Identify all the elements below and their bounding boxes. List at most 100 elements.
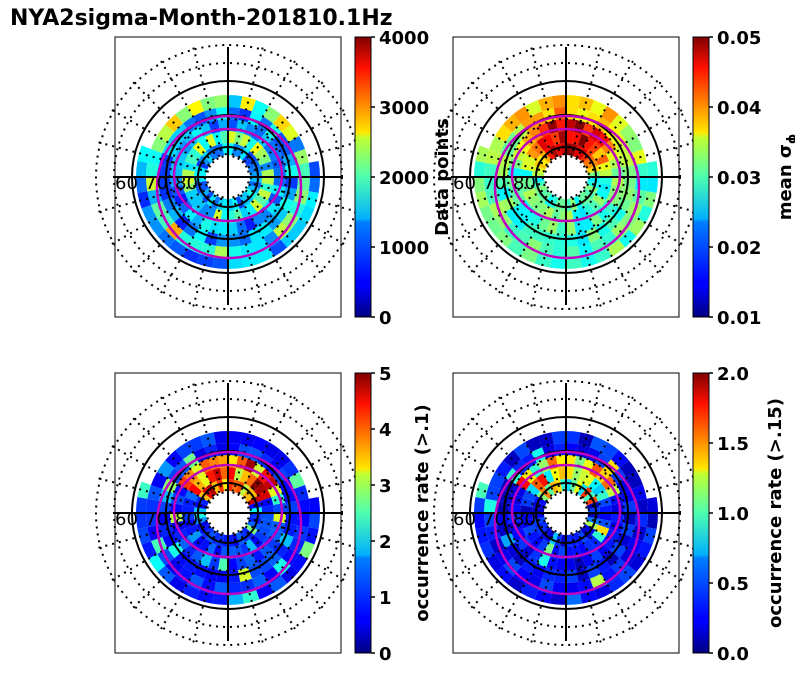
heatmap-cell <box>190 126 205 142</box>
heatmap-cell <box>599 169 612 177</box>
heatmap-cell <box>305 527 319 545</box>
dotted-lat-circle <box>113 62 343 292</box>
heatmap-cell <box>566 245 581 259</box>
heatmap-cell <box>299 541 315 559</box>
heatmap-cell <box>256 584 274 600</box>
latitude-label-80: 80 <box>175 509 198 530</box>
dotted-mlt-line <box>575 529 634 630</box>
heatmap-cell <box>585 520 598 530</box>
heatmap-cell <box>239 147 250 161</box>
heatmap-cell <box>187 573 205 591</box>
dotted-mlt-line <box>449 445 550 504</box>
heatmap-cell <box>199 216 213 232</box>
heatmap-cell <box>305 191 319 209</box>
heatmap-cell <box>245 203 258 217</box>
heatmap-cell <box>288 472 306 490</box>
dotted-lat-circle <box>113 398 343 628</box>
heatmap-cell <box>582 524 596 535</box>
heatmap-cell <box>254 530 268 543</box>
heatmap-cell <box>239 193 250 207</box>
heatmap-cell <box>522 490 537 502</box>
polar-panel-4: 60 70 80 0.0 0.5 1.0 1.5 2.0 occurrence rate (>.… <box>433 364 786 665</box>
dotted-mlt-line <box>498 396 557 497</box>
heatmap-cell <box>243 122 257 138</box>
dotted-mlt-line <box>470 81 553 164</box>
polar-panel-1: 60 70 80 0 1000 2000 3000 4000 Data points <box>95 28 453 329</box>
heatmap-cell <box>495 565 514 584</box>
colorbar-label-subscript: ϕ <box>785 134 795 144</box>
heatmap-cell <box>566 131 574 144</box>
dotted-mlt-line <box>247 477 358 509</box>
heatmap-cell <box>520 505 533 513</box>
heatmap-cell <box>188 194 202 207</box>
heatmap-cell <box>211 145 221 158</box>
dotted-mlt-line <box>98 141 209 173</box>
heatmap-cell <box>187 99 205 117</box>
heatmap-cell <box>228 131 236 144</box>
heatmap-cell <box>582 491 596 502</box>
colorbar-tick-label: 1.5 <box>717 434 749 455</box>
dotted-mlt-line <box>530 196 562 307</box>
heatmap-cell <box>577 133 589 148</box>
heatmap-cell <box>141 205 157 223</box>
heatmap-cell <box>585 496 598 506</box>
dotted-mlt-line <box>530 532 562 643</box>
heatmap-cell <box>212 593 228 605</box>
dotted-mlt-line <box>579 190 662 273</box>
heatmap-cell <box>585 184 598 194</box>
oval-boundary-inner <box>510 463 622 559</box>
heatmap-cell <box>247 184 260 194</box>
heatmap-cell <box>566 95 581 109</box>
heatmap-cell <box>506 575 525 593</box>
heatmap-cell <box>199 458 213 474</box>
heatmap-cell <box>208 220 221 235</box>
heatmap-cell <box>290 218 308 237</box>
dotted-mlt-line <box>449 522 550 581</box>
heatmap-cell <box>288 136 306 154</box>
heatmap-cell <box>646 161 658 177</box>
heatmap-cell <box>646 497 658 513</box>
dotted-mlt-line <box>585 477 696 509</box>
heatmap-cell <box>251 99 269 117</box>
heatmap-cell <box>245 137 258 151</box>
heatmap-cell <box>254 483 268 496</box>
heatmap-cell <box>520 169 533 177</box>
colorbar-tick-label: 0.02 <box>717 238 761 259</box>
heatmap-cell <box>259 518 274 529</box>
heatmap-cell <box>239 133 251 148</box>
heatmap-cell <box>637 205 653 223</box>
dotted-mlt-line <box>132 81 215 164</box>
heatmap-cell <box>553 234 566 247</box>
dotted-mlt-line <box>449 109 550 168</box>
heatmap-cell <box>623 177 636 190</box>
heatmap-cell <box>213 245 228 259</box>
heatmap-cell <box>610 206 627 222</box>
heatmap-cell <box>589 435 607 453</box>
heatmap-cell <box>582 155 596 166</box>
heatmap-cell <box>577 529 588 543</box>
heatmap-cell <box>147 148 163 165</box>
heatmap-cell <box>597 518 612 529</box>
heatmap-cell <box>607 239 626 257</box>
heatmap-cell <box>257 524 272 536</box>
heatmap-cell <box>217 222 228 235</box>
heatmap-cell <box>235 556 248 571</box>
heatmap-cell <box>599 505 612 513</box>
heatmap-cell <box>157 229 176 248</box>
dotted-mlt-line <box>241 417 324 500</box>
heatmap-cell <box>536 473 549 487</box>
heatmap-cell <box>475 481 489 499</box>
heatmap-cell <box>628 218 646 237</box>
heatmap-cell <box>496 513 509 526</box>
heatmap-cell <box>618 565 637 584</box>
heatmap-cell <box>520 513 533 521</box>
heatmap-cell <box>205 133 217 148</box>
dotted-mlt-line <box>582 445 683 504</box>
heatmap-cell <box>486 554 504 573</box>
heatmap-cell <box>526 530 540 543</box>
heatmap-cell <box>536 524 550 535</box>
heatmap-cell <box>594 584 612 600</box>
heatmap-cell <box>157 565 176 584</box>
dotted-mlt-line <box>237 529 296 630</box>
